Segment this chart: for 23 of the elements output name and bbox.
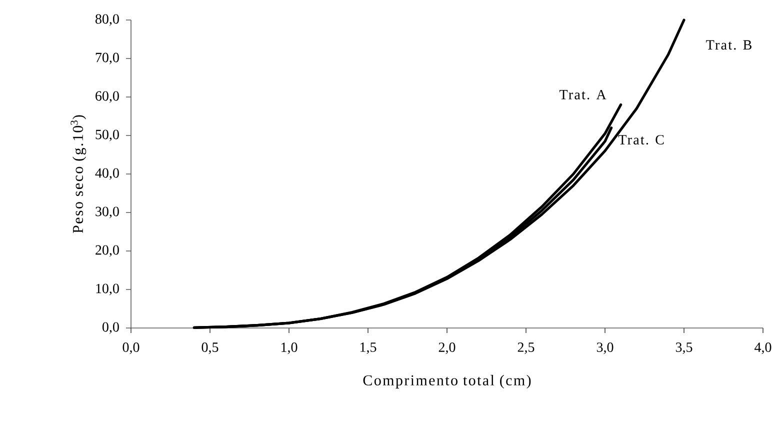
y-tick-label: 0,0 — [102, 322, 119, 334]
x-tick-label: 1,0 — [281, 342, 298, 354]
x-tick-label: 0,0 — [122, 342, 140, 354]
x-tick-label: 2,5 — [518, 342, 534, 354]
y-tick-label: 50,0 — [96, 130, 119, 142]
x-axis-title: Comprimento total (cm) — [363, 374, 531, 388]
x-tick-label: 4,0 — [754, 342, 772, 354]
y-tick-label: 70,0 — [96, 52, 119, 64]
x-tick-label: 1,5 — [360, 342, 376, 354]
y-tick-label: 20,0 — [96, 245, 119, 257]
x-tick-label: 3,5 — [676, 342, 692, 354]
series-label: Trat. A — [560, 90, 606, 100]
y-tick-label: 10,0 — [96, 284, 119, 296]
y-tick-label: 80,0 — [96, 14, 119, 26]
x-tick-label: 3,0 — [596, 342, 614, 354]
y-tick-label: 60,0 — [96, 91, 119, 103]
y-axis-title: Peso seco (g.10$^{3}$) — [70, 115, 86, 233]
series-label: Trat. C — [618, 135, 664, 145]
text: Trat. B — [706, 40, 752, 50]
x-tick-label: 0,5 — [202, 342, 218, 354]
y-tick-label: 40,0 — [95, 168, 119, 180]
x-tick-label: 2,0 — [438, 342, 456, 354]
y-tick-label: 30,0 — [96, 206, 119, 218]
